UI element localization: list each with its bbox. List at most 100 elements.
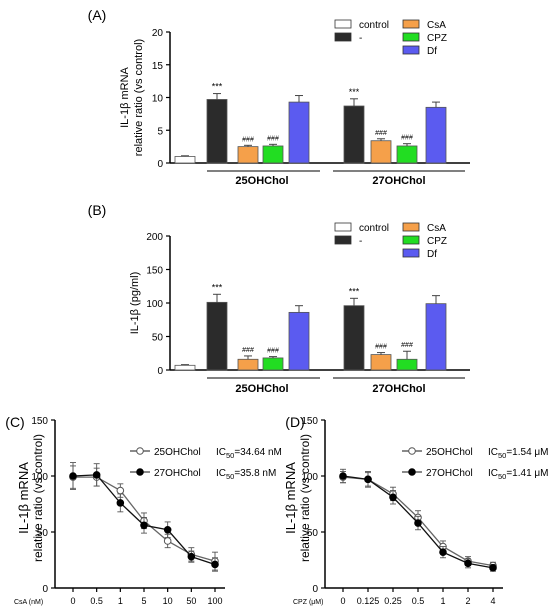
panel-c-legend-ic50: IC50=35.8 nM [216,468,276,481]
panel-b-significance-label: ### [375,344,387,351]
panel-c-ytick-label: 150 [31,416,48,427]
panel-b-legend-swatch [402,235,420,245]
panel-a-bar-25ohchol-cpz [262,145,284,164]
panel-a-legend-label: Df [427,46,437,57]
panel-a-legend-label: control [359,20,389,31]
panel-a-ytick-label: 10 [152,94,164,105]
panel-b-significance-label: *** [212,282,223,292]
panel-a-group-label: 25OHChol [235,175,288,187]
panel-b-label: (B) [88,202,107,218]
panel-d-xlabel: CPZ (μM) [293,599,323,606]
panel-a-ylabel: IL-1β mRNA [119,66,131,127]
panel-d-ytick-label: 100 [301,472,318,483]
panel-c-ytick-label: 50 [37,528,49,539]
panel-b-significance-label: ### [242,347,254,354]
panel-c-point-25ohchol [163,537,172,545]
panel-c-point-27ohchol [116,499,125,507]
panel-a-significance-label: *** [349,87,360,97]
panel-b-bar-25ohchol-cpz [262,357,284,371]
panel-b-bar-27ohchol-cpz [396,358,418,371]
panel-a-ylabel: relative ratio (vs control) [133,39,145,156]
panel-c-point-27ohchol [69,472,77,480]
panel-b-bar-25ohchol-untreated [206,301,228,371]
panel-c-ylabel: relative ratio (vs control) [31,434,45,562]
panel-b-ytick-label: 200 [146,232,163,243]
panel-c-xtick-label: 50 [186,596,196,606]
panel-c-xtick-label: 10 [163,596,173,606]
panel-c-legend-marker [136,447,144,455]
panel-b-ylabel: IL-1β (pg/ml) [129,272,141,335]
panel-b-legend-label: control [359,223,389,234]
panel-b-significance-label: *** [349,286,360,296]
panel-c-ylabel: IL-1β mRNA [16,462,31,534]
panel-b-bar-27ohchol-untreated [343,305,365,371]
panel-a-label: (A) [88,7,107,23]
panel-b-legend-swatch [334,222,352,232]
panel-d-point-27ohchol [464,559,472,568]
panel-d-ylabel: IL-1β mRNA [283,462,298,534]
panel-d-xtick-label: 0 [340,596,345,606]
panel-b-legend-swatch [402,222,420,232]
panel-b-group-label: 27OHChol [372,383,425,395]
panel-d-point-27ohchol [364,475,372,484]
panel-b-bar-27ohchol-df [425,303,447,371]
panel-a-ytick-label: 20 [152,28,164,39]
panel-c-point-25ohchol [116,486,125,495]
panel-c-ytick-label: 0 [42,584,48,595]
panel-c-point-27ohchol [140,521,148,530]
panel-a-legend-swatch [402,19,420,29]
panel-a-significance-label: *** [212,82,223,92]
panel-d-legend-label: 27OHChol [426,468,473,479]
panel-d-point-27ohchol [414,519,422,527]
panel-a-significance-label: ### [375,130,387,137]
panel-d-legend-ic50: IC50=1.41 μM [488,468,549,481]
panel-c-xtick-label: 0.5 [90,596,103,606]
panel-d-point-27ohchol [489,564,497,572]
panel-d-point-27ohchol [439,548,447,556]
panel-a-ytick-label: 15 [152,61,164,72]
panel-c-xlabel: CsA (nM) [14,599,43,606]
panel-b-significance-label: ### [401,342,413,349]
panel-d-ytick-label: 0 [312,584,318,595]
panel-a-ytick-label: 5 [157,126,163,137]
panel-d-xtick-label: 1 [440,596,445,606]
panel-b-ytick-label: 0 [157,366,163,377]
panel-d-legend-marker [408,447,416,455]
panel-a-legend-label: CPZ [427,33,447,44]
panel-b-ytick-label: 150 [146,266,163,277]
panel-b-group-label: 25OHChol [235,383,288,395]
panel-d-point-27ohchol [339,472,347,480]
panel-d-xtick-label: 2 [465,596,470,606]
panel-d-ytick-label: 50 [307,528,319,539]
panel-c-legend-ic50: IC50=34.64 nM [216,447,282,460]
panel-a-legend-swatch [334,32,352,42]
panel-a-legend-swatch [402,32,420,42]
panel-b-legend-label: CsA [427,223,446,234]
panel-c-point-27ohchol [163,525,172,534]
panel-d-ytick-label: 150 [301,416,318,427]
panel-b-legend-swatch [334,235,352,245]
panel-a-bar-control [174,156,196,164]
panel-b-legend-label: CPZ [427,236,447,247]
panel-b-ytick-label: 50 [152,333,164,344]
panel-a-bar-25ohchol-csa [237,146,259,164]
panel-b-legend-swatch [402,248,420,258]
panel-c-point-27ohchol [92,471,101,479]
panel-d-label: (D) [285,414,304,430]
panel-c-xtick-label: 5 [141,596,146,606]
panel-a-legend-swatch [402,45,420,55]
panel-b-bar-control [174,364,196,371]
panel-c-point-27ohchol [187,552,196,561]
panel-d-ylabel: relative ratio (vs control) [298,434,312,562]
panel-b-legend-label: - [359,236,362,247]
panel-a-bar-27ohchol-cpz [396,145,418,164]
panel-a-group-label: 27OHChol [372,175,425,187]
panel-d-legend-ic50: IC50=1.54 μM [488,447,549,460]
panel-d-point-27ohchol [389,493,397,502]
panel-a-bar-27ohchol-untreated [343,105,365,164]
panel-c-xtick-label: 1 [118,596,123,606]
panel-d-xtick-label: 0.5 [412,596,425,606]
panel-a-bar-27ohchol-csa [370,140,392,164]
panel-b-bar-25ohchol-csa [237,358,259,371]
